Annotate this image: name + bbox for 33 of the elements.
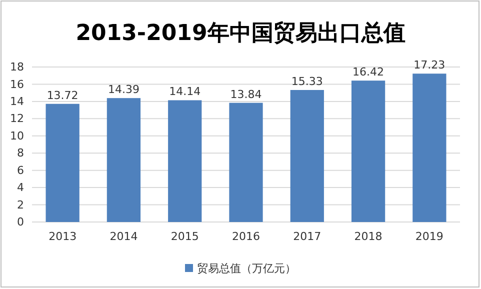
y-tick-label: 18 [10, 60, 24, 74]
data-label: 14.39 [108, 83, 140, 96]
x-tick-label: 2014 [110, 230, 138, 243]
bar [290, 90, 324, 222]
bar [351, 80, 386, 222]
data-label: 17.23 [414, 58, 446, 72]
x-tick-label: 2016 [232, 230, 260, 243]
legend-label: 贸易总值（万亿元） [197, 262, 296, 275]
y-tick-label: 8 [17, 146, 24, 160]
data-label: 14.14 [169, 85, 201, 98]
y-tick-label: 6 [17, 164, 24, 177]
data-label: 13.84 [230, 88, 262, 101]
data-label: 13.72 [46, 88, 78, 102]
data-label: 16.42 [352, 66, 384, 79]
x-tick-label: 2015 [170, 230, 199, 243]
bar [106, 98, 141, 222]
y-tick-label: 10 [10, 129, 24, 142]
y-tick-label: 4 [17, 181, 24, 194]
y-tick-label: 2 [17, 198, 24, 212]
y-tick-label: 16 [10, 78, 24, 91]
bar [412, 74, 446, 222]
chart-title: 2013-2019年中国贸易出口总值 [76, 21, 406, 46]
bar [168, 100, 202, 222]
y-tick-label: 12 [10, 112, 24, 126]
x-tick-label: 2017 [293, 230, 322, 243]
x-tick-label: 2018 [354, 230, 382, 243]
data-label: 15.33 [291, 74, 323, 88]
x-tick-label: 2013 [48, 230, 77, 243]
y-tick-label: 0 [17, 216, 24, 229]
bar [229, 102, 263, 222]
y-tick-label: 14 [10, 94, 24, 108]
bar [46, 104, 80, 222]
x-tick-label: 2019 [415, 230, 444, 243]
